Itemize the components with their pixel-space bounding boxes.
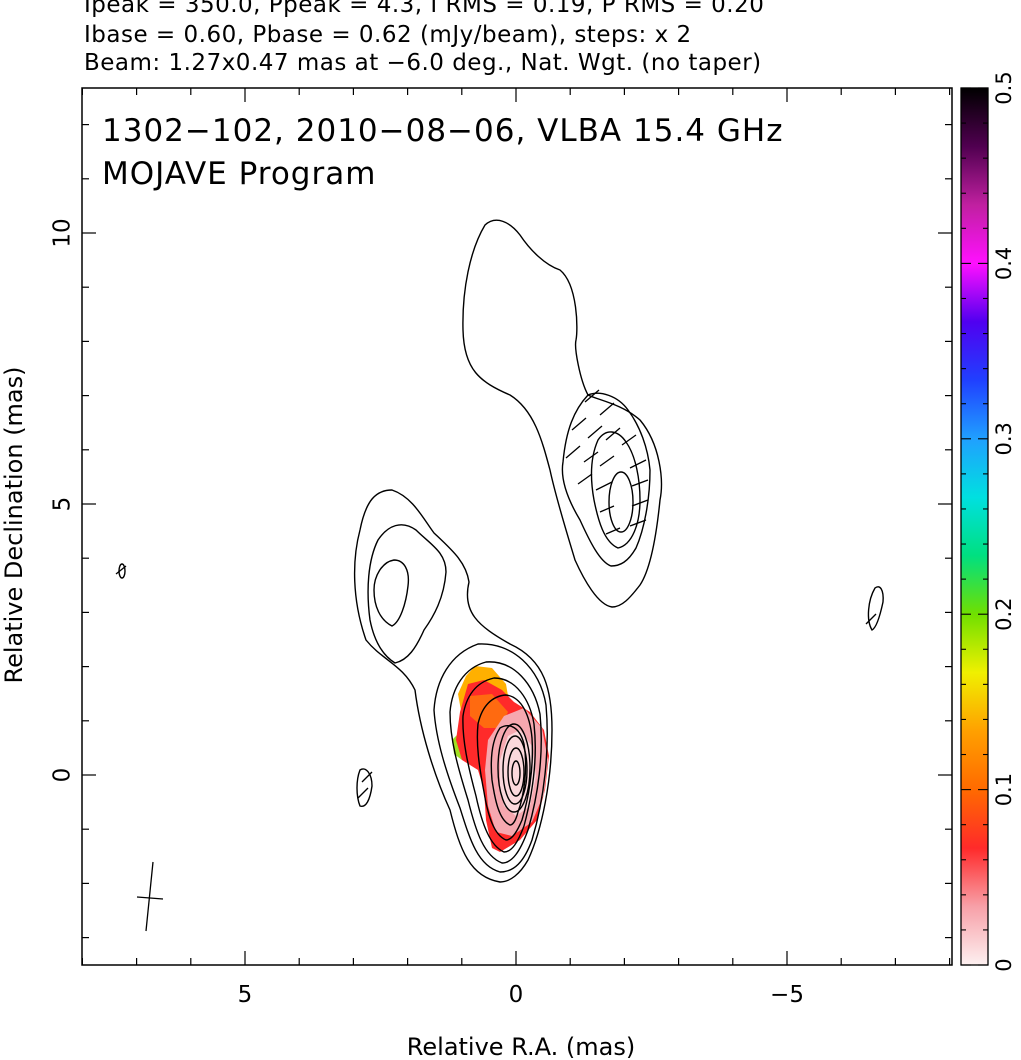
colorbar-tick-label: 0 [992, 958, 1016, 971]
evpa-tick [583, 451, 599, 463]
beam-cross [136, 861, 164, 932]
contour-north-2 [590, 431, 641, 549]
y-tick-label: 5 [50, 497, 76, 512]
header-line-3: Beam: 1.27x0.47 mas at −6.0 deg., Nat. W… [84, 50, 762, 76]
colorbar-tick-label: 0.1 [992, 773, 1016, 806]
x-axis-label: Relative R.A. (mas) [407, 1033, 635, 1060]
contour-core-4 [476, 694, 534, 841]
contour-north-3 [608, 471, 634, 533]
intensity-contours [118, 219, 884, 883]
y-axis-label: Relative Declination (mas) [0, 366, 28, 683]
evpa-tick [621, 434, 637, 446]
colorbar-tick-label: 0.4 [992, 247, 1016, 280]
evpa-tick [584, 389, 600, 403]
contour-knot-south [356, 768, 373, 807]
evpa-tick [357, 787, 369, 799]
evpa-tick [361, 771, 373, 783]
evpa-tick [115, 565, 127, 575]
contour-jet-inner-1 [367, 524, 447, 664]
plot-subtitle: MOJAVE Program [102, 156, 376, 192]
contour-core-9 [511, 760, 521, 786]
axis-tick-labels: 5 0 −5 0 5 10 [50, 218, 804, 1008]
contour-core-8 [507, 747, 525, 797]
evpa-tick [587, 425, 603, 439]
x-tick-label: −5 [770, 982, 804, 1008]
evpa-tick [571, 417, 587, 431]
contour-outer-core-jet [353, 489, 553, 883]
contour-core-1 [433, 643, 548, 873]
evpa-tick [631, 499, 649, 507]
y-tick-label: 0 [50, 768, 76, 783]
contour-core-2 [449, 661, 542, 864]
beam-major-axis [145, 861, 154, 932]
evpa-tick [605, 527, 621, 535]
colorbar [960, 87, 989, 966]
evpa-tick [577, 473, 593, 485]
beam-minor-axis [136, 896, 164, 900]
axis-ticks [81, 88, 952, 965]
contour-core-7 [502, 735, 528, 805]
contour-jet-inner-2 [373, 559, 410, 627]
contour-core-6 [497, 723, 531, 813]
evpa-vectors [115, 389, 877, 799]
colorbar-ticks [961, 87, 988, 966]
colorbar-tick-label: 0.2 [992, 597, 1016, 630]
header-line-1: Ipeak = 350.0, Ppeak = 4.3, I RMS = 0.19… [84, 0, 765, 18]
evpa-tick [565, 445, 581, 459]
evpa-tick [599, 505, 615, 513]
header-line-2: Ibase = 0.60, Pbase = 0.62 (mJy/beam), s… [84, 22, 692, 48]
x-tick-label: 5 [238, 982, 253, 1008]
y-tick-label: 10 [50, 218, 76, 247]
contour-outer-north [462, 219, 663, 608]
evpa-tick [865, 613, 877, 625]
contour-knot-west [867, 586, 884, 631]
contour-core-5 [490, 725, 527, 826]
plot-title: 1302−102, 2010−08−06, VLBA 15.4 GHz [102, 113, 783, 149]
contour-north-1 [561, 392, 651, 567]
evpa-tick [605, 427, 621, 441]
colorbar-tick-label: 0.3 [992, 422, 1016, 455]
x-tick-label: 0 [509, 982, 524, 1008]
colorbar-tick-label: 0.5 [992, 71, 1016, 104]
evpa-tick [599, 402, 615, 416]
plot-frame [81, 87, 953, 966]
evpa-tick [631, 479, 649, 487]
evpa-tick [599, 455, 615, 467]
evpa-tick [629, 519, 647, 527]
evpa-tick [629, 459, 647, 469]
contour-core-3 [462, 677, 536, 853]
evpa-tick [595, 481, 613, 491]
colorbar-tick-labels: 0 0.1 0.2 0.3 0.4 0.5 [992, 71, 1016, 971]
